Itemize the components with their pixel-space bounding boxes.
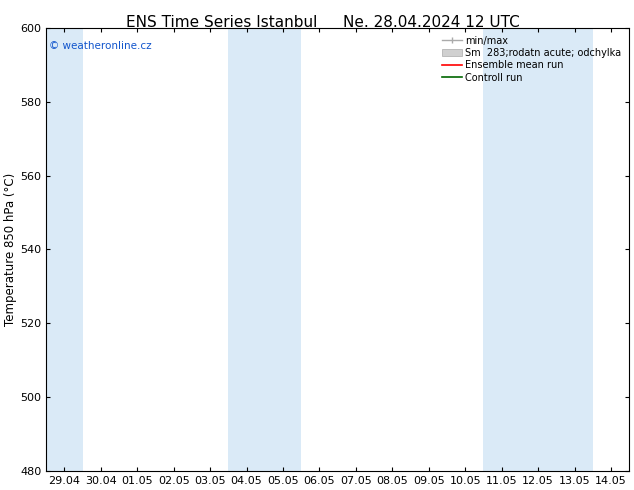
Y-axis label: Temperature 850 hPa (°C): Temperature 850 hPa (°C) xyxy=(4,173,17,326)
Legend: min/max, Sm  283;rodatn acute; odchylka, Ensemble mean run, Controll run: min/max, Sm 283;rodatn acute; odchylka, … xyxy=(439,33,624,86)
Text: © weatheronline.cz: © weatheronline.cz xyxy=(49,41,152,51)
Bar xyxy=(484,28,593,471)
Bar xyxy=(228,28,301,471)
Bar xyxy=(46,28,82,471)
Text: Ne. 28.04.2024 12 UTC: Ne. 28.04.2024 12 UTC xyxy=(343,15,519,30)
Text: ENS Time Series Istanbul: ENS Time Series Istanbul xyxy=(126,15,318,30)
